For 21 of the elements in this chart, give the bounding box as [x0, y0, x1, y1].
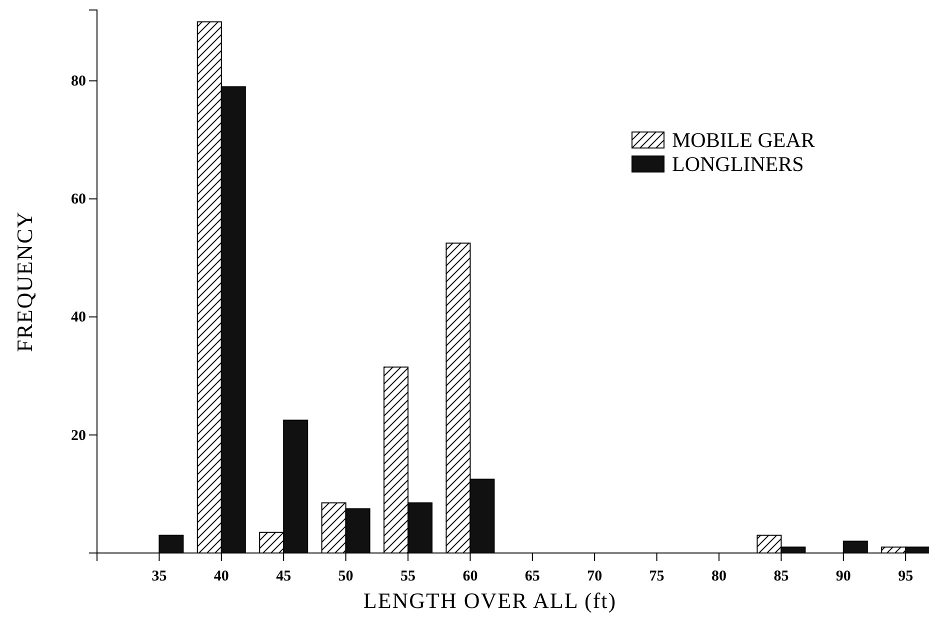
y-tick-label: 40: [71, 310, 86, 326]
x-tick-label: 90: [836, 568, 851, 584]
legend-label: LONGLINERS: [672, 152, 804, 176]
x-tick-label: 70: [587, 568, 602, 584]
x-tick-label: 35: [152, 568, 167, 584]
x-tick-label: 80: [712, 568, 726, 584]
x-axis-title: LENGTH OVER ALL (ft): [363, 588, 617, 613]
x-tick-label: 95: [898, 568, 914, 584]
x-tick-label: 85: [774, 568, 789, 584]
y-axis-title: FREQUENCY: [12, 210, 37, 352]
x-tick-label: 45: [276, 568, 292, 584]
x-tick-label: 50: [338, 568, 354, 584]
y-tick-label: 60: [71, 192, 86, 208]
y-tick-label: 80: [71, 74, 86, 90]
x-tick-label: 40: [214, 568, 229, 584]
x-tick-label: 55: [400, 568, 416, 584]
legend-label: MOBILE GEAR: [672, 128, 815, 152]
x-tick-label: 75: [649, 568, 664, 584]
x-tick-label: 60: [462, 568, 478, 584]
x-tick-label: 65: [524, 568, 540, 584]
y-tick-label: 20: [71, 428, 86, 444]
